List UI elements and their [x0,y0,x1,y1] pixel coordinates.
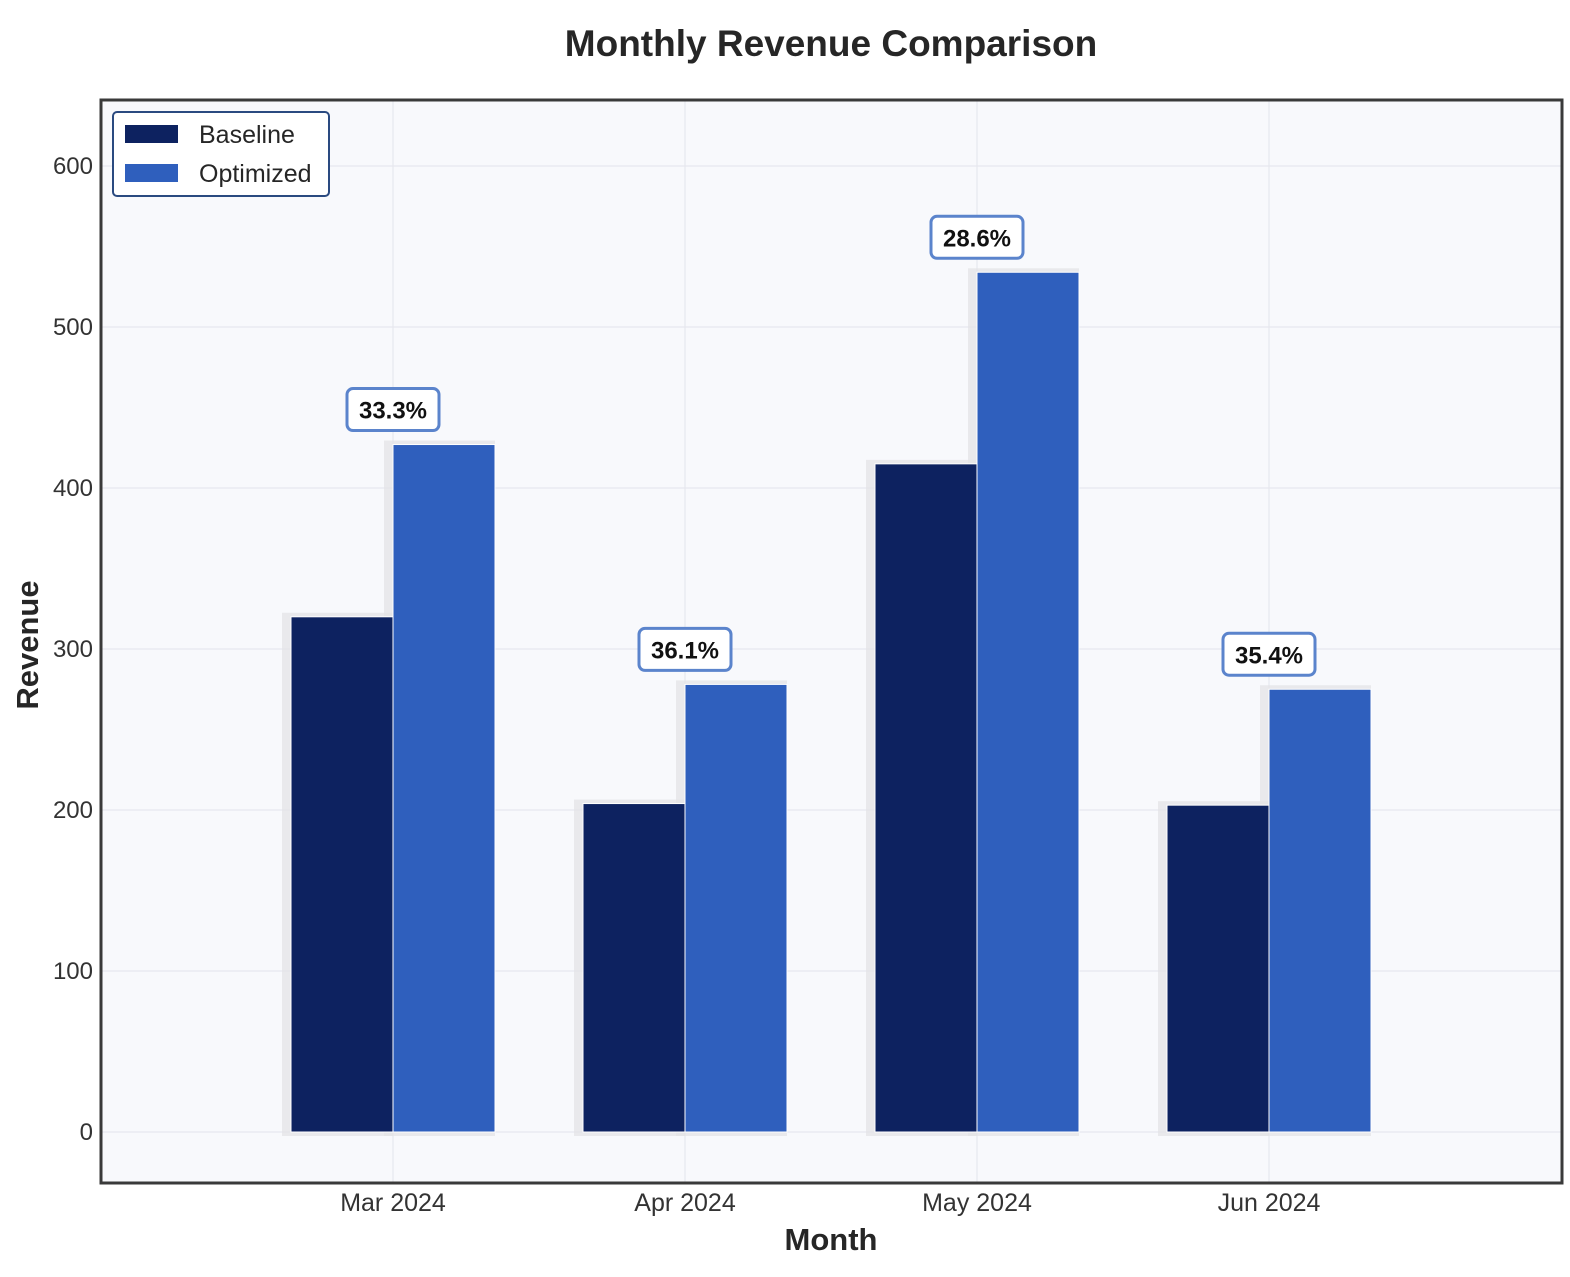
annotation-box [637,626,733,672]
optimized-bar [684,683,788,1133]
annotation-box [929,214,1025,260]
x-axis-label: Month [785,1222,878,1257]
y-tick-label: 300 [53,636,93,663]
legend-label: Baseline [199,121,295,149]
y-tick-label: 500 [53,314,93,341]
x-tick-label: Jun 2024 [1218,1189,1321,1217]
x-tick-labels: Mar 2024 Apr 2024 May 2024 Jun 2024 [340,1189,1320,1217]
annotation-label: 35.4% [1235,642,1303,669]
annotation-label: 36.1% [651,637,719,664]
chart-title: Monthly Revenue Comparison [565,23,1097,64]
annotation-box [1221,631,1317,677]
y-tick-label: 200 [53,797,93,824]
legend: Baseline Optimized [112,111,330,197]
optimized-bar [392,444,496,1133]
baseline-bar [582,803,686,1133]
x-tick-label: May 2024 [922,1189,1032,1217]
legend-swatch-baseline [125,125,178,143]
y-tick-label: 600 [53,153,93,180]
annotation-label: 28.6% [943,225,1011,252]
legend-swatch-optimized [125,164,178,182]
baseline-bar [874,463,978,1133]
y-tick-label: 400 [53,475,93,502]
bars [282,268,1372,1137]
baseline-bar [1166,804,1270,1133]
annotation-label: 33.3% [359,398,427,425]
legend-label: Optimized [199,160,312,188]
y-tick-label: 100 [53,958,93,985]
y-tick-labels: 0 100 200 300 400 500 600 [53,153,93,1146]
y-axis-label: Revenue [10,580,45,709]
axes-frame [99,98,1564,1185]
annotations: 33.3% 36.1% 28.6% 35.4% [345,214,1317,677]
optimized-bar [1268,688,1372,1133]
optimized-bar [976,271,1080,1133]
y-tick-label: 0 [80,1119,93,1146]
baseline-bar [290,616,394,1133]
x-tick-label: Mar 2024 [340,1189,446,1217]
annotation-box [345,387,441,433]
x-tick-label: Apr 2024 [634,1189,736,1217]
